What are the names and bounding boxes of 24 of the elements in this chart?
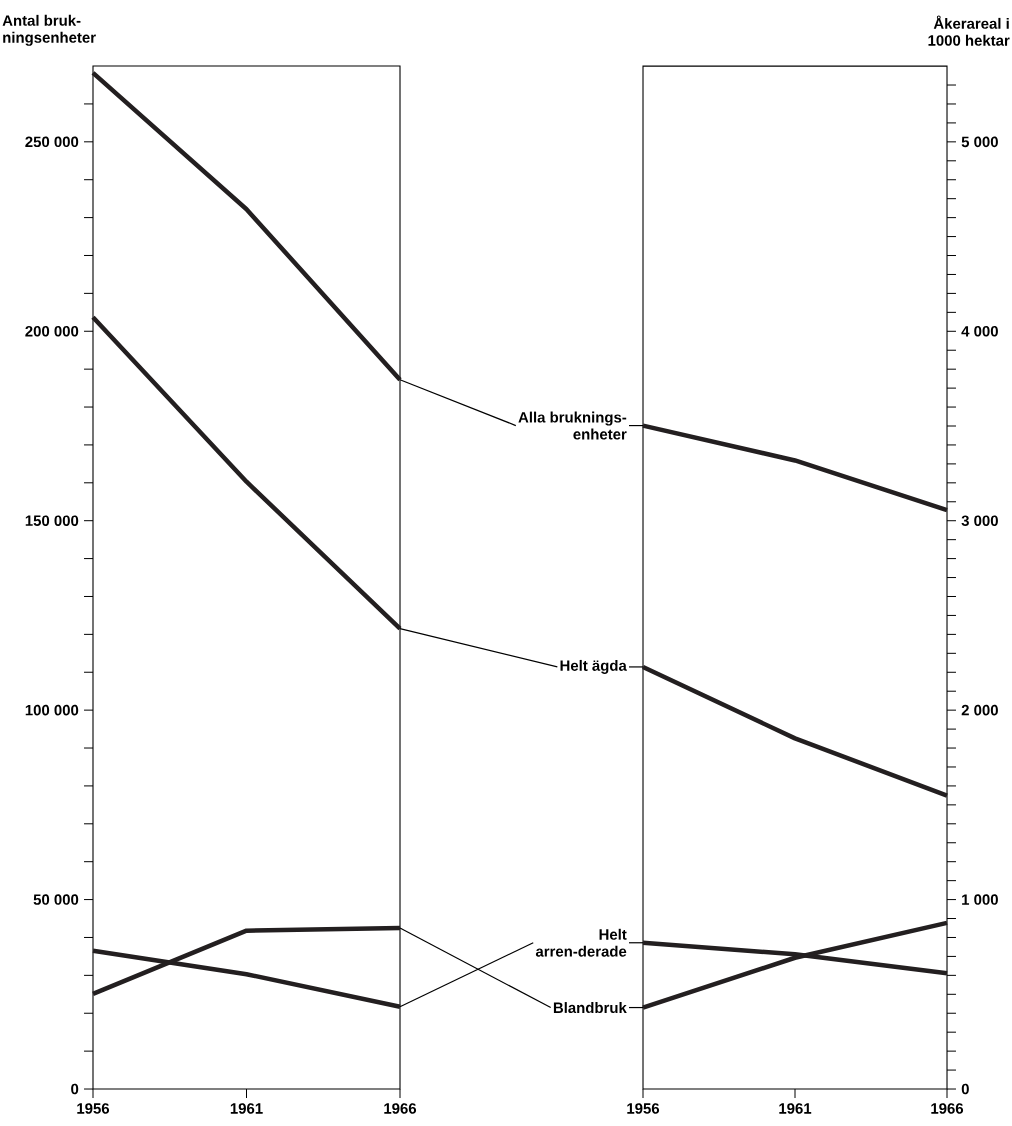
text: Helt arren-derade [535, 928, 627, 957]
y-tick-label: 100 000 [25, 704, 79, 716]
y-axis-title: Antal bruk-ningsenheter [2, 14, 96, 46]
y-tick-label: 2 000 [961, 704, 998, 716]
y-axis-title: Åkerareal i 1000 hektar [928, 15, 1010, 46]
y-tick-label: 0 [71, 1083, 79, 1095]
y-tick-label: 250 000 [25, 136, 79, 148]
x-tick-label: 1961 [779, 1103, 812, 1114]
x-tick-label: 1956 [627, 1103, 660, 1114]
x-tick-label: 1966 [931, 1103, 964, 1114]
y-tick-label: 1 000 [962, 894, 998, 905]
text: Alla bruknings-enheter [518, 411, 627, 440]
x-tick-label: 1956 [77, 1103, 110, 1114]
y-tick-label: 200 000 [25, 325, 79, 337]
y-tick-label: 50 000 [33, 894, 79, 905]
y-tick-label: 0 [961, 1083, 969, 1095]
text: Helt ägda [560, 659, 627, 674]
y-tick-label: 3 000 [961, 515, 998, 527]
y-tick-label: 150 000 [25, 515, 79, 526]
text: Blandbruk [553, 1002, 627, 1014]
x-tick-label: 1961 [230, 1103, 263, 1114]
y-tick-label: 5 000 [961, 136, 998, 148]
x-tick-label: 1966 [384, 1103, 417, 1114]
y-tick-label: 4 000 [961, 325, 998, 337]
